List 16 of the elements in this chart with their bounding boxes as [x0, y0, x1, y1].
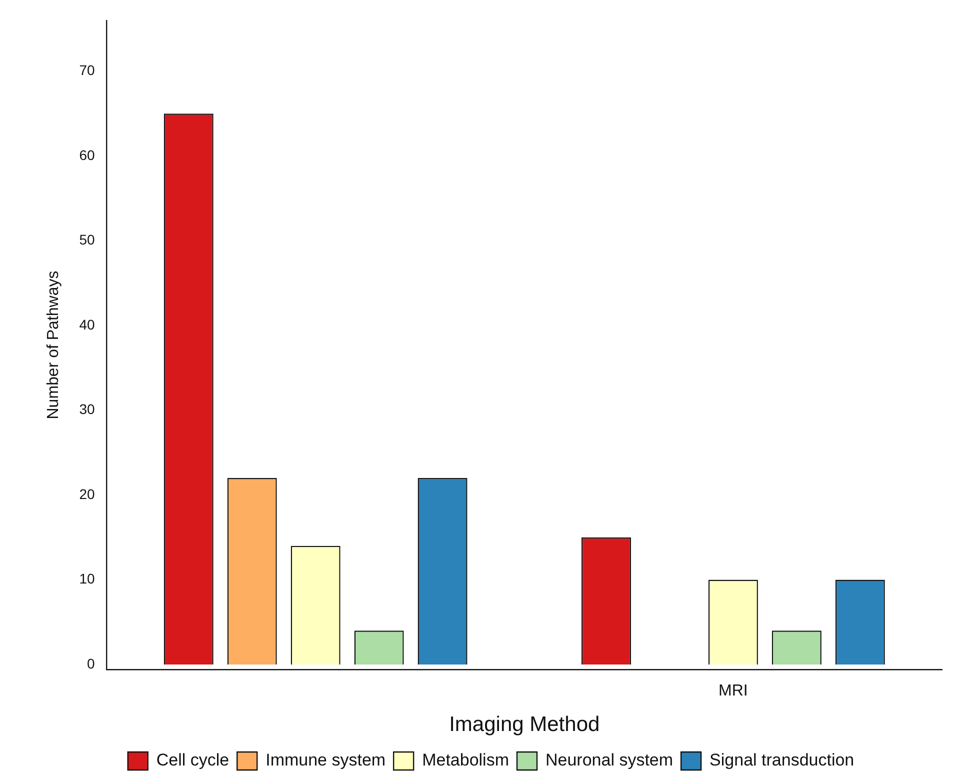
y-tick-label: 10: [79, 570, 95, 587]
y-tick-label: 0: [86, 655, 95, 672]
y-axis-title: Number of Pathways: [45, 270, 62, 420]
legend-label: Immune system: [266, 750, 386, 770]
y-tick-label: 70: [79, 62, 95, 78]
legend-label: Signal transduction: [710, 750, 854, 770]
x-tick-label: MRI: [718, 682, 748, 700]
y-tick-label: 50: [79, 232, 95, 248]
legend-label: Cell cycle: [156, 750, 230, 770]
y-tick-label: 30: [79, 401, 95, 418]
x-axis-title: Imaging Method: [449, 713, 600, 736]
y-tick-label: 60: [79, 146, 95, 163]
y-tick-label: 40: [79, 316, 95, 332]
legend-label: Neuronal system: [545, 750, 674, 770]
legend-label: Metabolism: [422, 750, 509, 770]
y-tick-label: 20: [79, 486, 95, 502]
